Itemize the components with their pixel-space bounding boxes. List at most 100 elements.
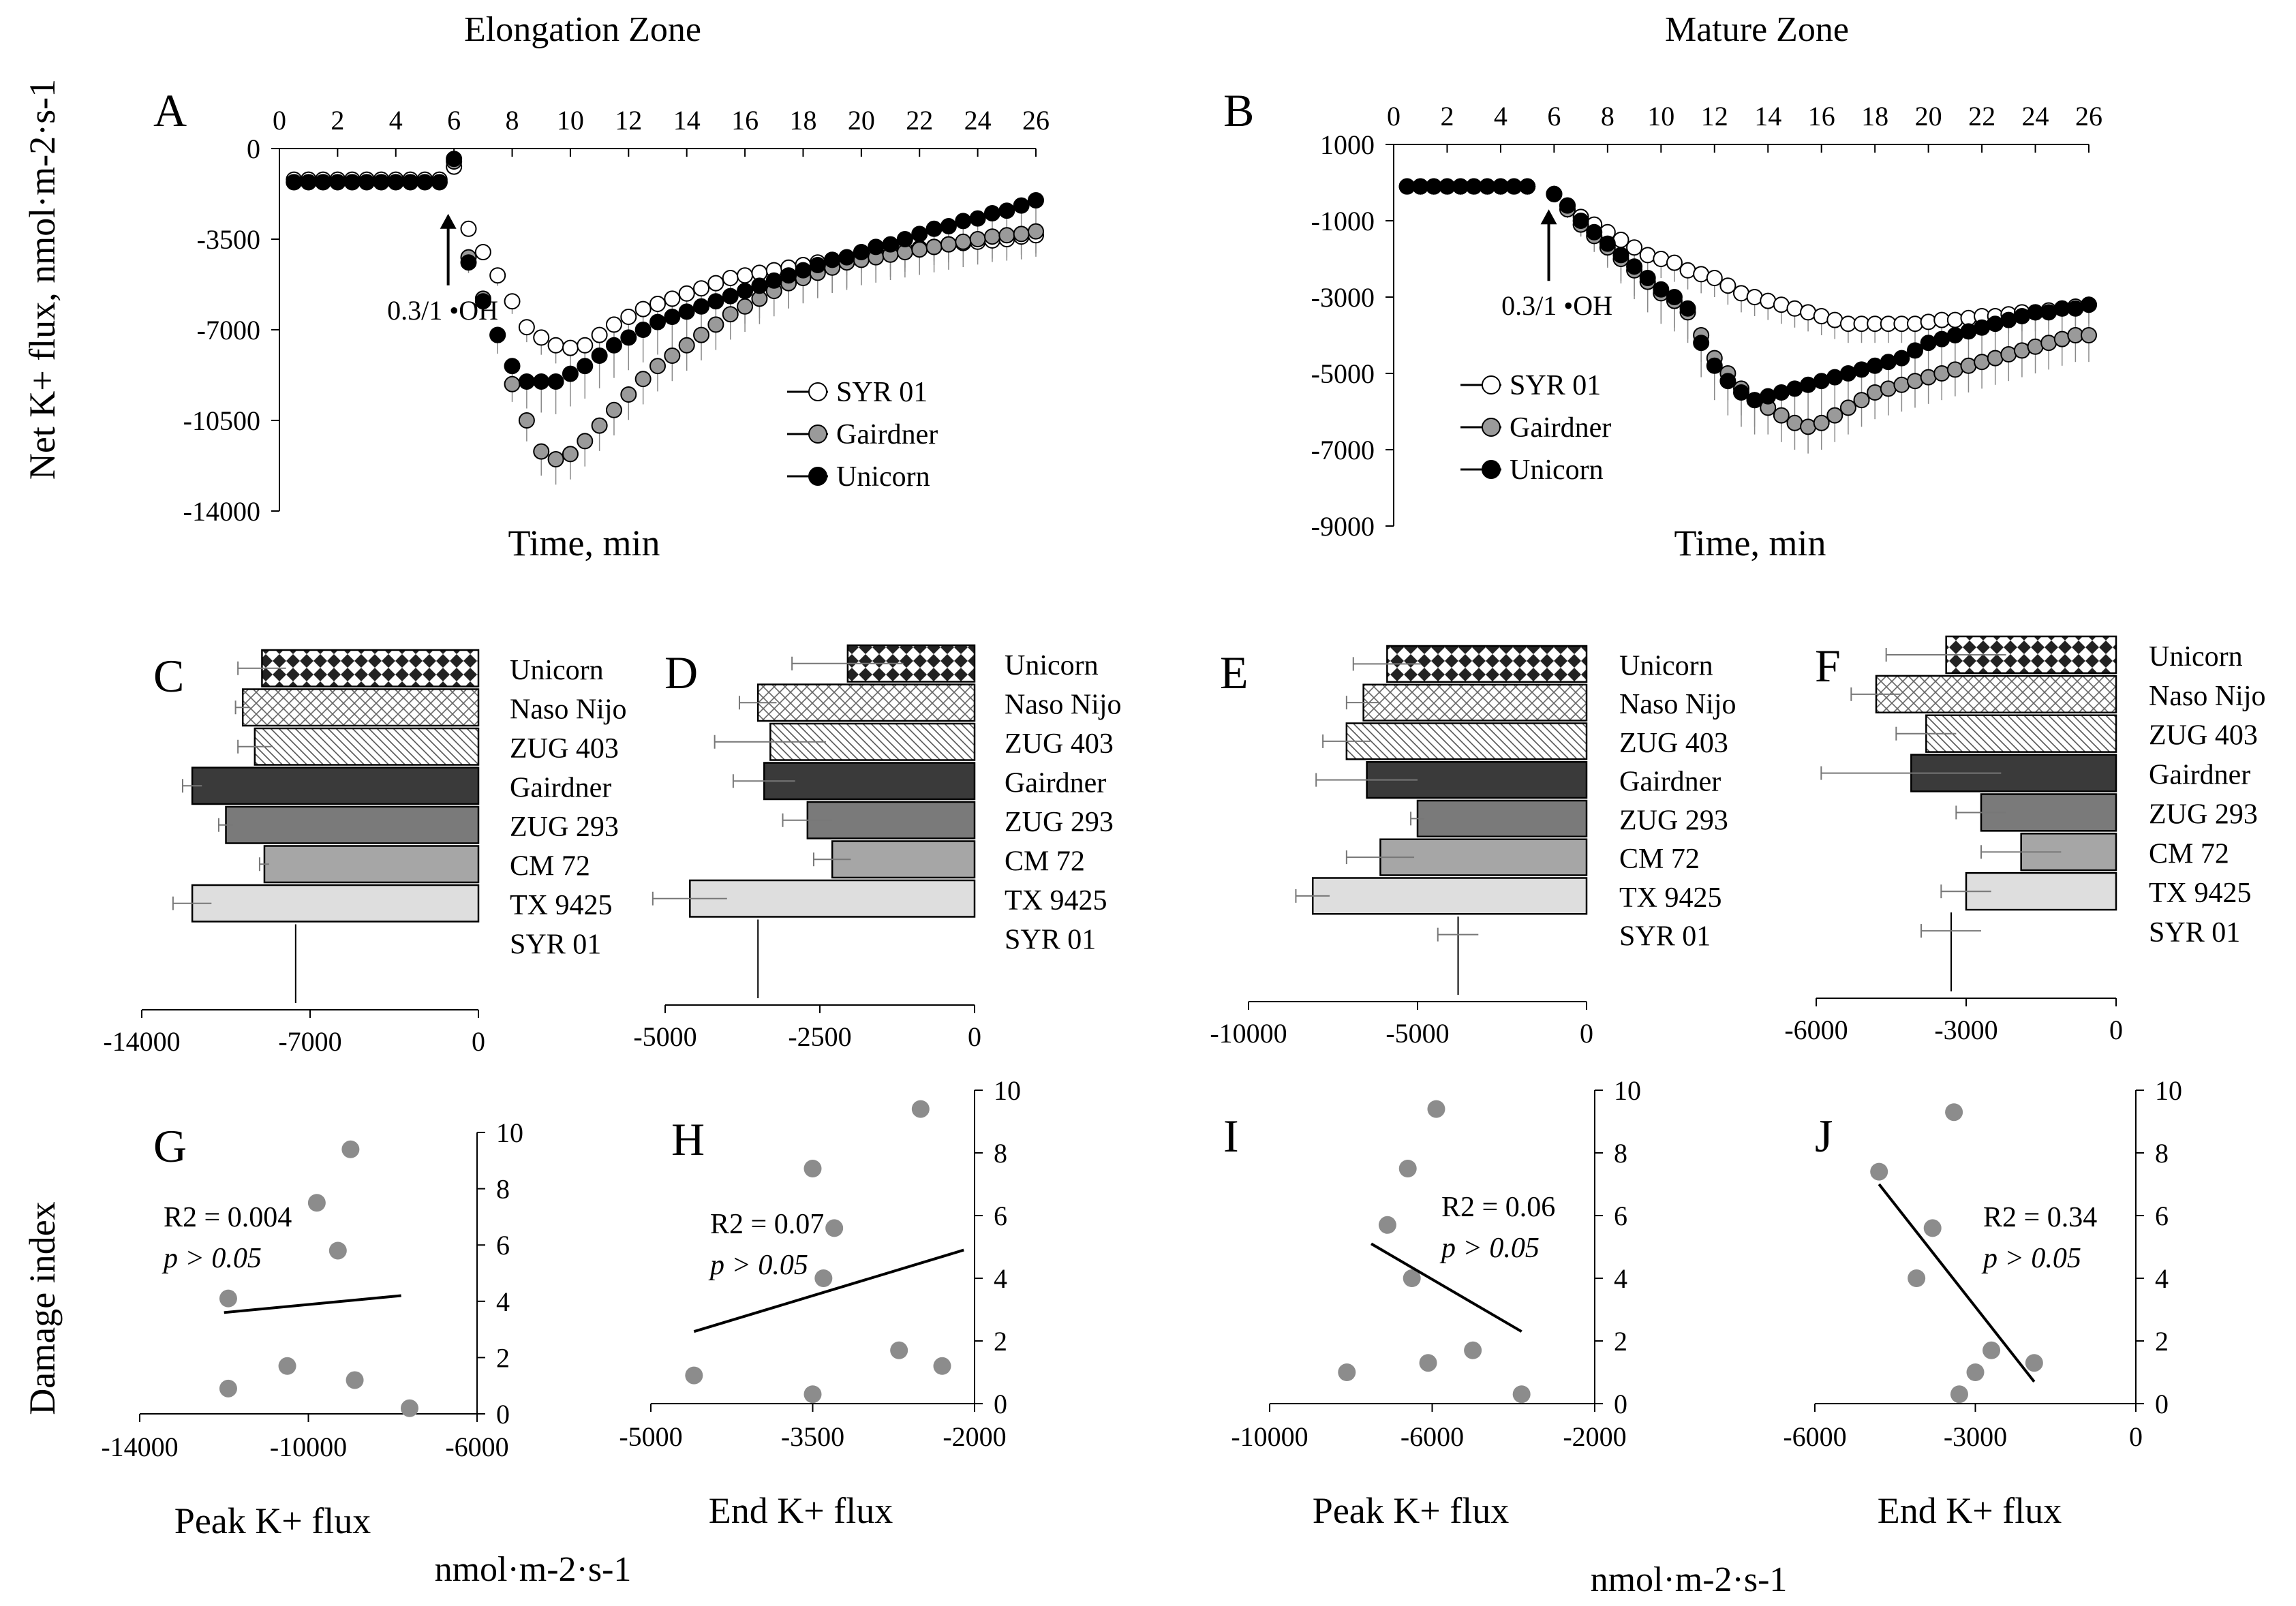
x-tick-label: 16 [731, 105, 759, 136]
category-label: CM 72 [510, 850, 590, 882]
bar-cm-72 [263, 845, 480, 884]
x-tick-label: 4 [389, 105, 403, 136]
data-point-syr-01 [1719, 277, 1736, 294]
data-point-gairdner [737, 298, 754, 315]
y-tick-label: 10 [2155, 1075, 2182, 1106]
data-point-unicorn [1559, 197, 1576, 214]
data-point-gairdner [1853, 392, 1870, 409]
panel-f-bar-chart: Unicorn Naso Nijo ZUG 403 Gairdner ZUG 293 CM… [1784, 635, 2266, 1045]
y-tick-label: 4 [994, 1263, 1007, 1294]
scatter-point [1983, 1341, 2001, 1359]
category-label: Naso Nijo [1005, 689, 1122, 720]
data-point-gairdner [1893, 376, 1910, 393]
data-point-gairdner [1933, 365, 1950, 382]
data-point-unicorn [358, 174, 376, 191]
scatter-point [1338, 1363, 1356, 1381]
category-label: TX 9425 [510, 890, 613, 921]
data-point-syr-01 [1679, 262, 1696, 279]
scatter-point [1398, 1160, 1417, 1177]
scatter-point [307, 1194, 326, 1212]
x-tick-label: 0 [472, 1026, 485, 1057]
category-label: TX 9425 [1005, 885, 1107, 916]
category-label: TX 9425 [1619, 882, 1722, 914]
category-label: ZUG 403 [510, 733, 619, 765]
panel-letter-d: D [664, 647, 698, 698]
data-point-syr-01 [1612, 232, 1629, 248]
data-point-syr-01 [620, 309, 637, 325]
data-point-unicorn [1800, 376, 1817, 393]
data-point-syr-01 [1800, 304, 1817, 321]
regression-line [693, 1248, 964, 1333]
category-label: SYR 01 [2149, 917, 2240, 948]
data-point-unicorn [2081, 296, 2097, 313]
category-label: Naso Nijo [2149, 681, 2266, 712]
y-tick-label: 10 [496, 1117, 523, 1148]
x-tick-label: 0 [1580, 1018, 1593, 1049]
legend-marker [1482, 375, 1501, 395]
y-tick-label: 10 [994, 1075, 1021, 1106]
data-point-unicorn [853, 244, 870, 260]
data-point-syr-01 [562, 339, 579, 356]
treatment-annotation: 0.3/1 •OH [1501, 290, 1612, 321]
data-point-gairdner [2081, 327, 2097, 343]
data-point-unicorn [1639, 270, 1656, 286]
data-point-syr-01 [518, 319, 535, 336]
scatter-point [825, 1219, 844, 1237]
x-tick-label: -2500 [788, 1021, 851, 1052]
bar-tx-9425 [1965, 872, 2117, 911]
x-axis-title: Peak K+ flux [1313, 1490, 1509, 1531]
data-point-unicorn [2067, 300, 2084, 317]
x-tick-label: 0 [968, 1021, 981, 1052]
data-point-gairdner [1813, 414, 1830, 431]
x-tick-label: 6 [447, 105, 461, 136]
y-tick-label: 6 [1614, 1201, 1627, 1231]
data-point-unicorn [1760, 388, 1777, 405]
scatter-point [1950, 1385, 1968, 1404]
data-point-unicorn [824, 251, 841, 268]
data-point-unicorn [431, 174, 448, 191]
x-tick-label: 0 [2109, 1015, 2123, 1045]
data-point-gairdner [955, 233, 972, 250]
bar-syr-01 [758, 919, 975, 956]
data-point-unicorn [1946, 327, 1963, 343]
data-point-syr-01 [1920, 313, 1937, 330]
data-point-syr-01 [1907, 315, 1923, 333]
regression-line [1371, 1242, 1522, 1333]
data-point-syr-01 [460, 220, 477, 237]
data-point-unicorn [765, 272, 782, 289]
data-point-gairdner [1826, 407, 1843, 424]
data-point-unicorn [1987, 315, 2004, 333]
data-point-gairdner [547, 451, 564, 467]
x-tick-label: -5000 [619, 1421, 682, 1452]
category-label: Unicorn [510, 655, 604, 686]
y-tick-label: 6 [2155, 1201, 2169, 1231]
data-point-unicorn [1826, 369, 1843, 386]
elongation-zone-title: Elongation Zone [464, 10, 701, 49]
data-point-gairdner [634, 371, 652, 388]
data-point-unicorn [678, 303, 695, 320]
p-value-label: p > 0.05 [1981, 1243, 2081, 1274]
y-tick-label: 6 [994, 1201, 1007, 1231]
data-point-gairdner [518, 412, 535, 429]
data-point-unicorn [1546, 185, 1563, 202]
y-tick-label: 2 [2155, 1326, 2169, 1357]
data-point-gairdner [707, 316, 724, 333]
legend-label: Gairdner [1510, 412, 1611, 444]
data-point-unicorn [955, 213, 972, 230]
data-point-unicorn [722, 288, 739, 305]
data-point-syr-01 [1746, 289, 1763, 305]
data-point-unicorn [620, 329, 637, 346]
category-label: ZUG 403 [1005, 728, 1114, 760]
treatment-arrowhead [440, 213, 457, 229]
data-point-unicorn [780, 267, 797, 284]
x-tick-label: -5000 [1386, 1018, 1449, 1049]
category-label: CM 72 [1619, 844, 1700, 875]
x-tick-label: 20 [848, 105, 875, 136]
data-point-unicorn [1612, 247, 1629, 264]
x-tick-label: -10000 [1210, 1018, 1287, 1049]
panel-j-scatter: -6000 -3000 00 2 4 6 8 10 R2 = 0.34 p > 0.05 End K… [1783, 1075, 2182, 1531]
r-squared-label: R2 = 0.06 [1441, 1192, 1555, 1223]
category-label: ZUG 293 [1619, 805, 1728, 836]
data-point-unicorn [868, 238, 885, 256]
